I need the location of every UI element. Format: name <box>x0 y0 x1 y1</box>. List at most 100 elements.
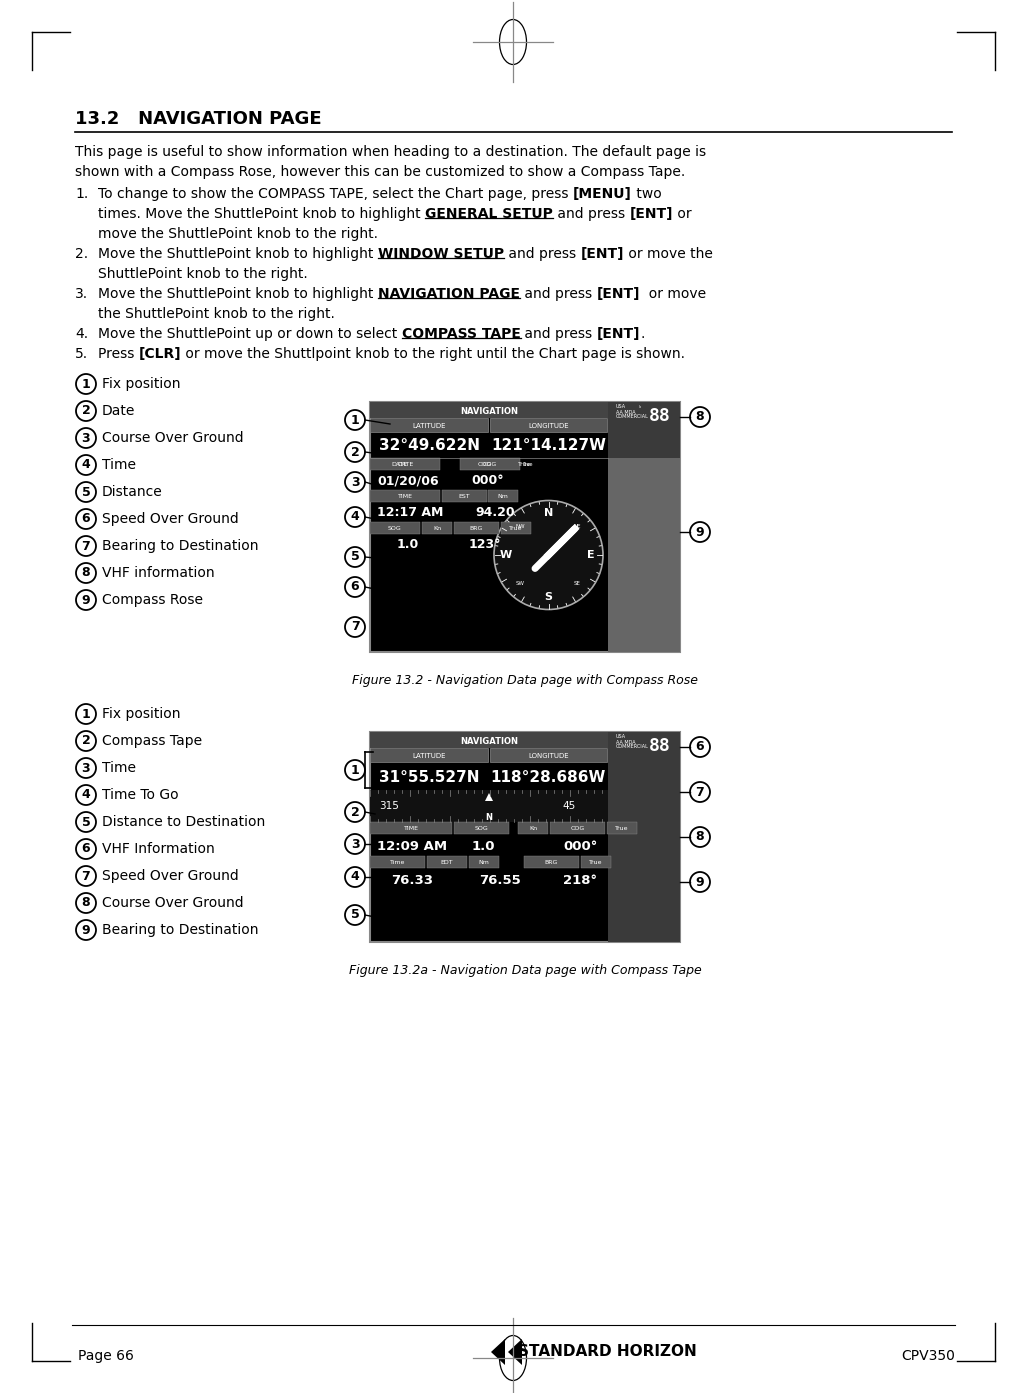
Text: shown with a Compass Rose, however this can be customized to show a Compass Tape: shown with a Compass Rose, however this … <box>75 164 685 178</box>
Text: Kn: Kn <box>529 826 537 832</box>
Text: 12:17 AM: 12:17 AM <box>377 507 444 520</box>
Text: 6: 6 <box>82 843 90 855</box>
Text: COG: COG <box>570 826 584 832</box>
Text: BRG: BRG <box>544 861 559 865</box>
Text: Page 66: Page 66 <box>78 1348 134 1362</box>
Text: 76.33: 76.33 <box>391 873 433 886</box>
Text: SE: SE <box>574 581 580 586</box>
Text: SOG: SOG <box>474 826 489 832</box>
Text: Time To Go: Time To Go <box>102 788 179 802</box>
Bar <box>370 790 608 822</box>
Bar <box>488 490 518 501</box>
Text: 9: 9 <box>695 875 705 889</box>
Text: DATE: DATE <box>392 462 408 468</box>
Bar <box>370 731 680 942</box>
Bar <box>550 822 605 834</box>
Text: 2: 2 <box>350 446 359 458</box>
Text: 3: 3 <box>82 762 90 775</box>
Text: LONGITUDE: LONGITUDE <box>528 754 569 759</box>
Text: 32°49.622N: 32°49.622N <box>379 439 480 454</box>
Bar <box>370 522 420 534</box>
Text: 6: 6 <box>695 741 705 754</box>
Bar <box>518 822 548 834</box>
Text: NW: NW <box>516 524 525 529</box>
Text: EDT: EDT <box>441 861 453 865</box>
Text: COMMERCIAL: COMMERCIAL <box>616 744 649 749</box>
Text: DATE: DATE <box>396 462 413 468</box>
Text: S: S <box>544 592 553 603</box>
Text: True: True <box>509 527 523 532</box>
Bar <box>370 458 440 469</box>
Bar <box>370 822 452 834</box>
Text: VHF Information: VHF Information <box>102 841 215 857</box>
Text: NE: NE <box>573 524 581 529</box>
Text: CPV350: CPV350 <box>901 1348 955 1362</box>
Text: ᴵᵒ: ᴵᵒ <box>639 405 642 411</box>
Text: Compass Rose: Compass Rose <box>102 593 203 607</box>
Text: Speed Over Ground: Speed Over Ground <box>102 513 238 527</box>
Text: Bearing to Destination: Bearing to Destination <box>102 924 259 937</box>
Text: Figure 13.2 - Navigation Data page with Compass Rose: Figure 13.2 - Navigation Data page with … <box>352 674 698 687</box>
Text: 8: 8 <box>695 830 705 844</box>
Text: TIME: TIME <box>404 826 418 832</box>
Text: 5: 5 <box>81 486 90 499</box>
Text: W: W <box>500 550 512 560</box>
Text: and press: and press <box>521 327 597 341</box>
Bar <box>427 857 467 868</box>
Bar <box>469 857 499 868</box>
Text: SW: SW <box>516 581 525 586</box>
Bar <box>370 490 440 501</box>
Text: VHF information: VHF information <box>102 566 215 579</box>
Bar <box>608 458 680 652</box>
Bar <box>370 857 425 868</box>
Text: 13.2   NAVIGATION PAGE: 13.2 NAVIGATION PAGE <box>75 110 321 128</box>
Text: 6: 6 <box>82 513 90 525</box>
Text: and press: and press <box>520 287 597 301</box>
Bar <box>370 403 608 418</box>
Text: USA: USA <box>616 734 626 740</box>
Text: 8: 8 <box>82 897 90 910</box>
Text: 218°: 218° <box>563 873 597 886</box>
Text: 1.0: 1.0 <box>396 539 419 552</box>
Text: N: N <box>544 507 554 518</box>
Text: True: True <box>519 462 532 468</box>
Text: COG: COG <box>478 462 492 468</box>
Text: [ENT]: [ENT] <box>597 327 641 341</box>
Text: Speed Over Ground: Speed Over Ground <box>102 869 238 883</box>
Text: COMMERCIAL: COMMERCIAL <box>616 415 649 419</box>
Bar <box>422 522 452 534</box>
Text: 2.: 2. <box>75 247 88 260</box>
Text: 6: 6 <box>350 581 359 593</box>
Text: Compass Tape: Compass Tape <box>102 734 202 748</box>
Text: 31°55.527N: 31°55.527N <box>379 769 480 784</box>
Text: 8: 8 <box>82 567 90 579</box>
Text: Move the ShuttlePoint knob to highlight: Move the ShuttlePoint knob to highlight <box>98 287 378 301</box>
Text: COG: COG <box>483 462 497 468</box>
Text: 4.: 4. <box>75 327 88 341</box>
Bar <box>370 748 488 762</box>
Text: GENERAL SETUP: GENERAL SETUP <box>425 208 553 221</box>
Bar <box>501 522 531 534</box>
Text: Figure 13.2a - Navigation Data page with Compass Tape: Figure 13.2a - Navigation Data page with… <box>348 964 701 976</box>
Text: 1: 1 <box>350 414 359 426</box>
Text: 7: 7 <box>695 786 705 798</box>
Text: True: True <box>522 462 532 468</box>
Text: To change to show the COMPASS TAPE, select the Chart page, press: To change to show the COMPASS TAPE, sele… <box>98 187 573 201</box>
Bar <box>607 822 637 834</box>
Text: Kn: Kn <box>433 527 441 532</box>
Bar <box>608 731 680 942</box>
Text: BRG: BRG <box>469 527 483 532</box>
Text: 5: 5 <box>81 815 90 829</box>
Bar <box>370 731 608 748</box>
Text: 3: 3 <box>82 432 90 444</box>
Text: AA MDA: AA MDA <box>616 740 636 744</box>
Text: or: or <box>673 208 691 221</box>
Polygon shape <box>485 793 493 801</box>
Text: ShuttlePoint knob to the right.: ShuttlePoint knob to the right. <box>98 267 308 281</box>
Text: TIME: TIME <box>397 495 413 500</box>
Text: two: two <box>632 187 661 201</box>
Text: [ENT]: [ENT] <box>580 247 623 260</box>
Text: USA: USA <box>616 404 626 410</box>
Text: [ENT]: [ENT] <box>597 287 640 301</box>
Text: Date: Date <box>102 404 136 418</box>
